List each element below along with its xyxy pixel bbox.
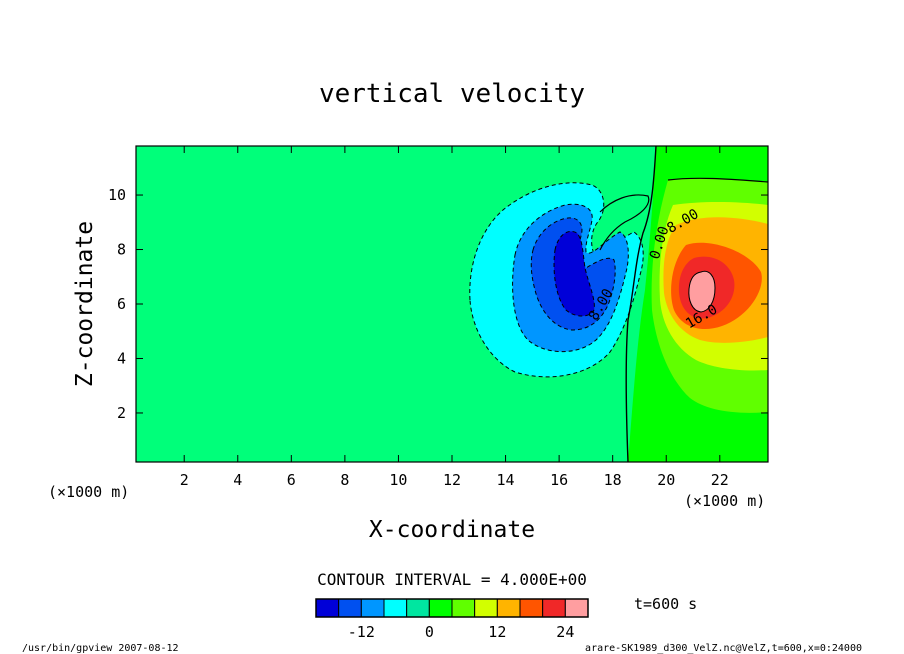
- y-tick-label-1: 4: [117, 349, 126, 367]
- colorbar-swatch-9: [519, 598, 544, 618]
- colorbar-swatch-1: [338, 598, 362, 618]
- x-tick-label-0: 2: [180, 471, 189, 489]
- x-tick-label-5: 12: [443, 471, 461, 489]
- colorbar-swatch-3: [383, 598, 408, 618]
- field-updraft-26: [688, 270, 716, 313]
- contour-zero: [625, 146, 657, 462]
- time-text: t=600 s: [634, 595, 697, 613]
- colorbar-ticks: -12 0 12 24: [348, 623, 575, 641]
- x-tick-label-2: 6: [287, 471, 296, 489]
- x-axis-ticks: 2 4 6 8 10 12 14 16 18 20 22: [180, 146, 729, 489]
- colorbar-swatch-10: [542, 598, 566, 618]
- colorbar-tick-2: 12: [488, 623, 506, 641]
- colorbar-swatch-6: [451, 598, 476, 618]
- colorbar-swatch-5: [428, 598, 453, 618]
- colorbar-swatch-4: [406, 598, 430, 618]
- colorbar-swatch-0: [315, 598, 340, 618]
- x-tick-label-9: 20: [657, 471, 675, 489]
- x-unit-right: (×1000 m): [684, 492, 765, 510]
- y-tick-label-3: 8: [117, 241, 126, 259]
- y-tick-label-2: 6: [117, 295, 126, 313]
- field-downdraft-16: [553, 230, 595, 317]
- chart-title: vertical velocity: [319, 79, 585, 109]
- x-axis-label: X-coordinate: [369, 517, 535, 543]
- x-unit-left: (×1000 m): [48, 483, 129, 501]
- footer-right: arare-SK1989_d300_VelZ.nc@VelZ,t=600,x=0…: [585, 643, 862, 654]
- x-tick-label-10: 22: [711, 471, 729, 489]
- y-tick-label-4: 10: [108, 186, 126, 204]
- colorbar-swatch-7: [474, 598, 498, 618]
- y-axis-ticks: 2 4 6 8 10: [108, 186, 768, 422]
- x-tick-label-4: 10: [389, 471, 407, 489]
- footer-left: /usr/bin/gpview 2007-08-12: [22, 643, 179, 654]
- colorbar-swatch-11: [564, 598, 589, 618]
- x-tick-label-8: 18: [604, 471, 622, 489]
- contour-field: [136, 146, 768, 462]
- colorbar-swatch-2: [360, 598, 385, 618]
- y-tick-label-0: 2: [117, 404, 126, 422]
- colorbar-tick-1: 0: [425, 623, 434, 641]
- colorbar-frame: [315, 598, 589, 618]
- x-tick-label-1: 4: [233, 471, 242, 489]
- colorbar-tick-0: -12: [348, 623, 375, 641]
- x-tick-label-6: 14: [497, 471, 515, 489]
- x-tick-label-3: 8: [340, 471, 349, 489]
- contour-8-left: [667, 177, 768, 183]
- colorbar-tick-3: 24: [556, 623, 574, 641]
- x-tick-label-7: 16: [550, 471, 568, 489]
- colorbar-swatch-8: [496, 598, 521, 618]
- y-axis-label: Z-coordinate: [72, 221, 98, 387]
- contour-interval-text: CONTOUR INTERVAL = 4.000E+00: [317, 570, 587, 589]
- colorbar: [315, 598, 589, 618]
- contour-zero-small: [599, 194, 650, 251]
